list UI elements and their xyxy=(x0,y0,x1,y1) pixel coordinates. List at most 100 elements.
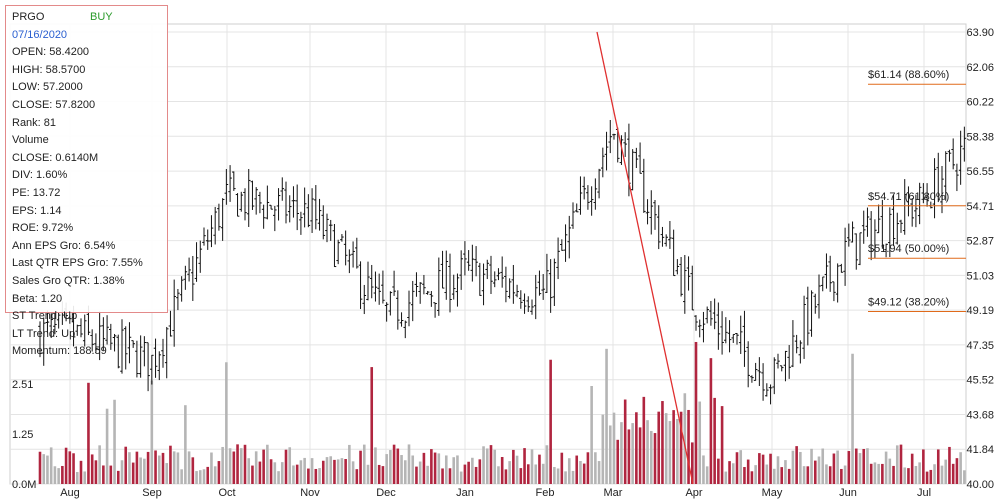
volume-bar xyxy=(571,470,575,484)
volume-bar xyxy=(187,451,191,484)
volume-bar xyxy=(579,461,582,484)
volume-bar xyxy=(787,468,791,484)
price-tick-label: 43.68 xyxy=(966,409,994,421)
volume-bar xyxy=(247,458,251,484)
volume-bar xyxy=(415,466,418,484)
volume-bar xyxy=(646,420,649,484)
volume-bar xyxy=(64,447,68,484)
volume-bar xyxy=(869,463,873,484)
volume-bar xyxy=(951,463,955,484)
volume-bar xyxy=(508,461,511,484)
volume-bar xyxy=(307,468,310,484)
volume-bar xyxy=(243,444,247,484)
volume-bar xyxy=(519,468,523,484)
volume-bar xyxy=(400,455,403,484)
volume-bar xyxy=(497,466,500,484)
fib-label: $54.71 (61.80%) xyxy=(868,191,949,203)
volume-bar xyxy=(769,453,772,484)
candlesticks xyxy=(38,119,967,405)
volume-bar xyxy=(202,469,206,484)
volume-bar xyxy=(318,467,321,484)
info-line: Volume xyxy=(12,134,49,147)
volume-bar xyxy=(169,445,172,484)
info-line: LOW: 57.2000 xyxy=(12,81,83,94)
volume-bar xyxy=(333,459,336,484)
volume-bar xyxy=(459,471,463,484)
month-tick-label: Feb xyxy=(536,487,555,499)
volume-bar xyxy=(892,465,895,484)
volume-bar xyxy=(899,444,903,484)
info-line: EPS: 1.14 xyxy=(12,204,62,217)
volume-bar xyxy=(594,452,597,484)
volume-bar xyxy=(437,453,441,484)
price-tick-label: 56.55 xyxy=(966,166,994,178)
volume-bar xyxy=(273,462,277,484)
volume-bar xyxy=(720,406,724,484)
fib-label: $61.14 (88.60%) xyxy=(868,69,949,81)
volume-bar xyxy=(635,412,638,484)
volume-bar xyxy=(191,457,195,484)
volume-bar xyxy=(288,447,292,484)
price-tick-label: 52.87 xyxy=(966,236,994,248)
volume-bar xyxy=(478,459,482,484)
volume-axis: 0.0M 1.25 2.51 xyxy=(12,379,36,491)
volume-bar xyxy=(83,471,87,484)
volume-bar xyxy=(418,461,422,484)
volume-bar xyxy=(851,353,854,484)
volume-bar xyxy=(843,465,847,484)
volume-bar xyxy=(135,451,139,484)
volume-bar xyxy=(802,466,806,484)
volume-bar xyxy=(344,459,347,484)
volume-bar xyxy=(702,455,705,484)
volume-bar xyxy=(392,444,396,484)
volume-bar xyxy=(877,463,880,484)
volume-bar xyxy=(791,450,795,484)
month-tick-label: Oct xyxy=(218,487,235,499)
volume-bar xyxy=(176,452,180,484)
volume-bar xyxy=(739,450,743,484)
volume-bar xyxy=(907,468,910,484)
volume-bar xyxy=(430,449,433,484)
signal-badge: BUY xyxy=(90,11,113,23)
volume-bar xyxy=(936,449,940,484)
volume-bar xyxy=(228,448,232,484)
volume-bar xyxy=(124,446,128,484)
volume-bar xyxy=(612,412,616,484)
volume-bar xyxy=(944,459,948,484)
volume-bar xyxy=(236,444,239,484)
volume-bar xyxy=(105,408,109,484)
volume-bar xyxy=(444,455,448,484)
volume-bar xyxy=(482,446,485,484)
volume-bar xyxy=(538,454,541,484)
volume-bar xyxy=(888,458,892,484)
volume-tick-label: 2.51 xyxy=(12,379,33,391)
info-line: LT Trend: Up xyxy=(12,327,76,340)
volume-bar xyxy=(631,423,634,484)
info-line: Momentum: 188.59 xyxy=(12,345,107,358)
volume-bar xyxy=(277,471,280,484)
volume-bar xyxy=(545,445,549,484)
month-tick-label: Jun xyxy=(839,487,857,499)
price-tick-label: 54.71 xyxy=(966,201,994,213)
volume-bar xyxy=(683,393,687,484)
volume-bar xyxy=(385,454,388,484)
volume-bar xyxy=(314,468,318,484)
month-tick-label: Jan xyxy=(456,487,474,499)
volume-bar xyxy=(825,464,828,484)
volume-bar xyxy=(553,467,556,484)
volume-bar xyxy=(321,460,325,484)
volume-bar xyxy=(873,462,877,484)
volume-bar xyxy=(146,451,150,484)
fibonacci-levels: $61.14 (88.60%) $54.71 (61.80%) $51.94 (50… xyxy=(868,69,966,313)
volume-bar xyxy=(206,466,210,484)
volume-bar xyxy=(87,382,90,484)
price-tick-label: 62.06 xyxy=(966,62,994,74)
volume-bar xyxy=(113,399,116,484)
month-tick-label: Dec xyxy=(376,487,396,499)
volume-bar xyxy=(198,470,202,484)
volume-bar xyxy=(351,461,355,484)
ticker-symbol: PRGO xyxy=(12,11,45,23)
volume-bar xyxy=(210,452,213,484)
volume-bar xyxy=(116,470,120,484)
volume-bar xyxy=(728,461,731,484)
